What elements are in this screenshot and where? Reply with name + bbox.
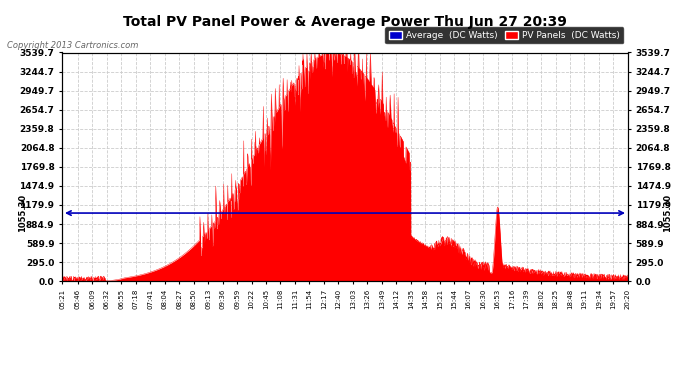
Text: Total PV Panel Power & Average Power Thu Jun 27 20:39: Total PV Panel Power & Average Power Thu…: [123, 15, 567, 29]
Text: 1055.30: 1055.30: [18, 194, 27, 232]
Text: 1055.30: 1055.30: [663, 194, 672, 232]
Legend: Average  (DC Watts), PV Panels  (DC Watts): Average (DC Watts), PV Panels (DC Watts): [385, 27, 623, 44]
Text: Copyright 2013 Cartronics.com: Copyright 2013 Cartronics.com: [7, 41, 138, 50]
